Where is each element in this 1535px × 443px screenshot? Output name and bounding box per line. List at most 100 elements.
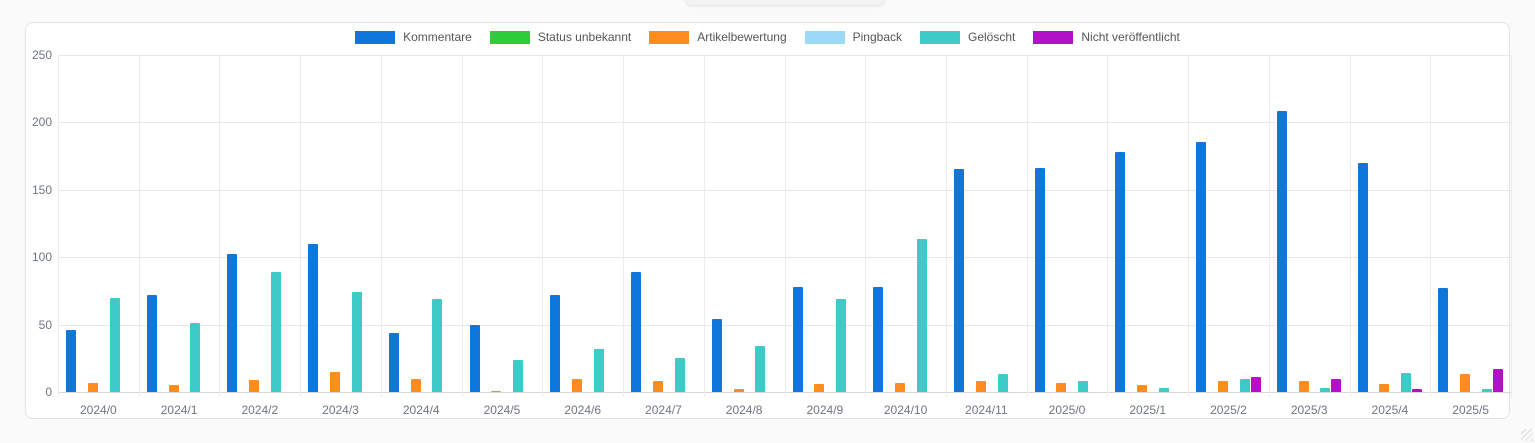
legend-item-3[interactable]: Pingback — [804, 30, 902, 44]
bar-kommentare-2025-3[interactable] — [1276, 111, 1287, 392]
legend-item-label: Gelöscht — [968, 30, 1016, 44]
bar-kommentare-2025-5[interactable] — [1438, 288, 1449, 392]
bar-gel-scht-2024-5[interactable] — [513, 359, 524, 392]
x-axis-tick-label: 2025/3 — [1290, 403, 1328, 417]
gridline-x-boundary — [623, 54, 625, 397]
bar-kommentare-2024-1[interactable] — [146, 294, 157, 392]
bar-artikelbewertung-2024-9[interactable] — [814, 383, 825, 392]
bar-artikelbewertung-2024-6[interactable] — [572, 378, 583, 392]
bar-kommentare-2024-11[interactable] — [953, 169, 964, 392]
bar-gel-scht-2024-4[interactable] — [432, 298, 443, 392]
bar-artikelbewertung-2025-2[interactable] — [1217, 381, 1228, 392]
x-axis-tick-label: 2024/6 — [564, 403, 602, 417]
legend-item-label: Kommentare — [403, 30, 472, 44]
bar-gel-scht-2025-0[interactable] — [1078, 381, 1089, 392]
bar-artikelbewertung-2024-4[interactable] — [410, 378, 421, 392]
bar-gel-scht-2025-4[interactable] — [1401, 373, 1412, 392]
bar-nicht-ver-ffentlicht-2025-3[interactable] — [1331, 378, 1342, 392]
bar-kommentare-2024-8[interactable] — [711, 319, 722, 392]
gridline-x-boundary — [1349, 54, 1351, 397]
bar-gel-scht-2024-2[interactable] — [271, 271, 282, 392]
bar-kommentare-2024-9[interactable] — [792, 286, 803, 392]
x-axis-tick-label: 2024/4 — [402, 403, 440, 417]
bar-gel-scht-2025-2[interactable] — [1239, 378, 1250, 392]
bar-nicht-ver-ffentlicht-2025-5[interactable] — [1492, 369, 1503, 392]
comments-bar-chart-panel: Kommentare Status unbekannt Artikelbewertu… — [25, 22, 1512, 419]
bar-artikelbewertung-2025-3[interactable] — [1298, 381, 1309, 392]
gridline-x-boundary — [945, 54, 947, 397]
bar-gel-scht-2025-3[interactable] — [1320, 387, 1331, 392]
bar-kommentare-2025-4[interactable] — [1357, 162, 1368, 392]
bar-artikelbewertung-2024-2[interactable] — [249, 379, 260, 392]
bar-artikelbewertung-2024-10[interactable] — [895, 382, 906, 392]
resize-grip-icon[interactable] — [1521, 429, 1533, 441]
bar-artikelbewertung-2024-3[interactable] — [329, 371, 340, 392]
bar-gel-scht-2024-0[interactable] — [109, 297, 120, 392]
legend-swatch-icon — [649, 31, 690, 44]
x-axis-tick-label: 2024/3 — [322, 403, 359, 417]
bar-nicht-ver-ffentlicht-2025-4[interactable] — [1412, 389, 1423, 392]
bar-gel-scht-2025-1[interactable] — [1158, 387, 1169, 392]
gridline-x-boundary — [1511, 54, 1512, 397]
bar-gel-scht-2024-11[interactable] — [997, 374, 1008, 392]
bar-gel-scht-2024-6[interactable] — [593, 348, 604, 392]
bar-nicht-ver-ffentlicht-2025-2[interactable] — [1250, 377, 1261, 392]
x-axis-tick-label: 2024/5 — [483, 403, 521, 417]
bar-kommentare-2025-2[interactable] — [1196, 142, 1207, 392]
y-axis-tick-label: 50 — [38, 317, 52, 332]
bar-kommentare-2025-1[interactable] — [1115, 151, 1126, 392]
bar-gel-scht-2024-9[interactable] — [836, 298, 847, 392]
legend-item-1[interactable]: Status unbekannt — [489, 30, 632, 44]
bar-artikelbewertung-2024-1[interactable] — [168, 385, 179, 392]
legend-item-0[interactable]: Kommentare — [355, 31, 472, 44]
gridline-x-boundary — [58, 54, 59, 397]
gridline-x-boundary — [138, 54, 140, 397]
bar-gel-scht-2024-10[interactable] — [916, 239, 927, 392]
legend-swatch-icon — [355, 31, 396, 44]
bar-artikelbewertung-2024-8[interactable] — [733, 389, 744, 392]
x-axis-tick-label: 2024/0 — [80, 403, 117, 417]
gridline-x-boundary — [1026, 54, 1028, 397]
x-axis-tick-label: 2025/1 — [1129, 403, 1167, 417]
x-axis-tick-label: 2024/8 — [725, 403, 763, 417]
bar-kommentare-2024-10[interactable] — [873, 286, 884, 392]
x-axis-tick-label: 2025/4 — [1371, 403, 1409, 417]
bar-artikelbewertung-2024-7[interactable] — [652, 381, 663, 392]
bar-kommentare-2024-3[interactable] — [308, 243, 319, 392]
gridline-x-boundary — [542, 54, 544, 397]
bar-artikelbewertung-2025-1[interactable] — [1137, 385, 1148, 392]
bar-gel-scht-2024-8[interactable] — [755, 346, 766, 392]
legend-item-2[interactable]: Artikelbewertung — [649, 31, 787, 44]
gridline-x-boundary — [865, 54, 867, 397]
bar-artikelbewertung-2024-5[interactable] — [491, 390, 502, 392]
x-axis-tick-label: 2024/10 — [883, 403, 928, 417]
legend-item-5[interactable]: Nicht veröffentlicht — [1033, 31, 1180, 44]
bar-kommentare-2024-4[interactable] — [388, 332, 399, 392]
bar-artikelbewertung-2025-4[interactable] — [1379, 383, 1390, 392]
bar-artikelbewertung-2025-0[interactable] — [1056, 382, 1067, 392]
legend-item-4[interactable]: Gelöscht — [920, 31, 1015, 44]
cutoff-top-button[interactable] — [685, 0, 885, 5]
bar-kommentare-2025-0[interactable] — [1034, 167, 1045, 392]
bar-artikelbewertung-2024-0[interactable] — [87, 382, 98, 392]
legend-swatch-icon — [489, 31, 530, 44]
legend-item-label: Pingback — [852, 30, 902, 44]
bar-kommentare-2024-6[interactable] — [550, 294, 561, 392]
bar-kommentare-2024-7[interactable] — [631, 271, 642, 392]
y-axis-tick-label: 0 — [45, 385, 52, 399]
legend-item-label: Status unbekannt — [537, 30, 632, 44]
bar-gel-scht-2024-1[interactable] — [190, 323, 201, 392]
bar-gel-scht-2024-7[interactable] — [674, 358, 685, 392]
bar-kommentare-2024-5[interactable] — [469, 324, 480, 392]
legend-item-label: Nicht veröffentlicht — [1081, 30, 1180, 44]
chart-canvas: 0 50 100 150 200 250 2024/0 2024/1 2024/2 2024/3 2… — [26, 23, 1512, 418]
bar-kommentare-2024-2[interactable] — [227, 254, 238, 392]
y-axis-tick-label: 200 — [31, 115, 52, 129]
bar-kommentare-2024-0[interactable] — [66, 329, 76, 392]
bar-artikelbewertung-2025-5[interactable] — [1460, 374, 1471, 392]
bar-gel-scht-2024-3[interactable] — [351, 292, 362, 392]
bar-gel-scht-2025-5[interactable] — [1481, 389, 1492, 392]
x-axis-tick-label: 2025/2 — [1210, 403, 1247, 417]
bar-artikelbewertung-2024-11[interactable] — [975, 381, 986, 392]
gridline-x-boundary — [703, 54, 705, 397]
